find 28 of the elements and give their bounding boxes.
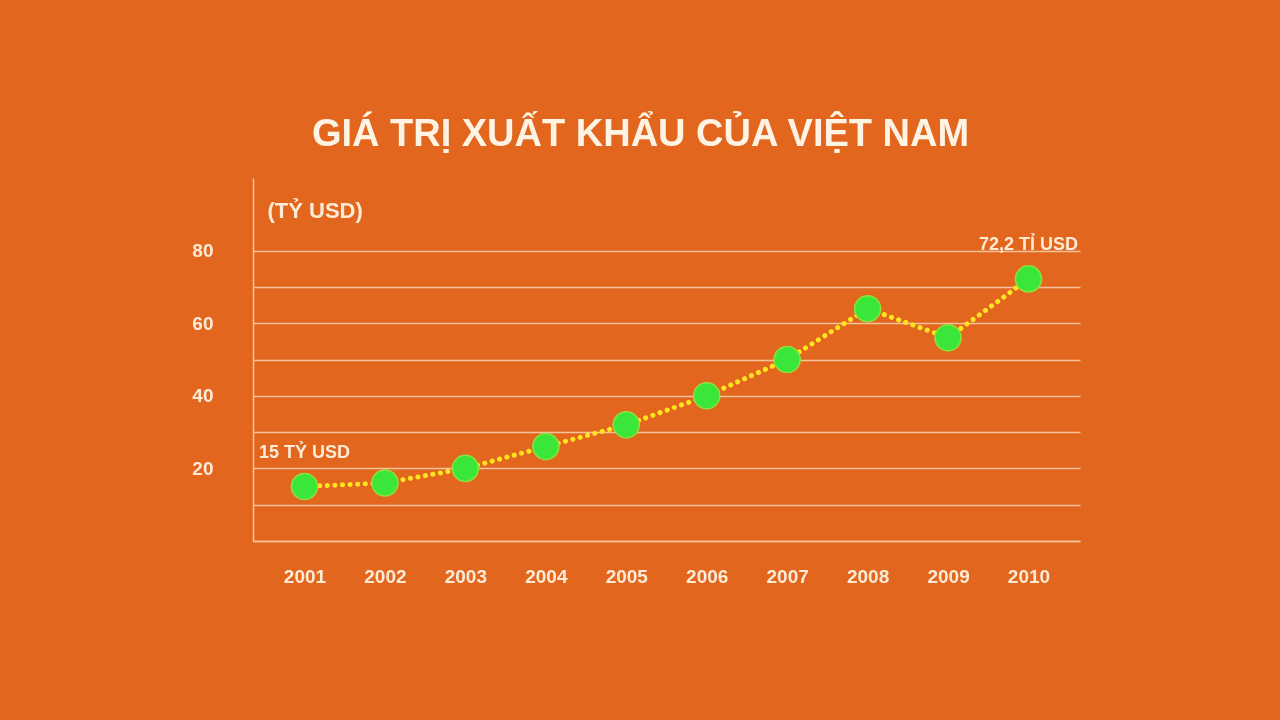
- y-tick-label: 40: [192, 385, 214, 407]
- chart-title: GIÁ TRỊ XUẤT KHẨU CỦA VIỆT NAM: [311, 110, 970, 154]
- x-tick-label: 2001: [283, 565, 327, 587]
- point: [692, 382, 721, 410]
- x-tick-label: 2005: [605, 565, 649, 587]
- point: [773, 345, 801, 374]
- y-tick-label: 80: [192, 240, 214, 262]
- point: [532, 432, 560, 461]
- data-label: 15 TỶ USD: [258, 440, 350, 462]
- point: [451, 454, 480, 483]
- y-tick-label: 20: [192, 457, 214, 479]
- point: [853, 294, 882, 323]
- x-tick-label: 2003: [444, 565, 488, 587]
- x-tick-label: 2002: [364, 565, 407, 587]
- x-tick-label: 2004: [525, 565, 568, 587]
- x-tick-label: 2009: [927, 565, 970, 587]
- y-axis-title: (TỶ USD): [267, 197, 363, 223]
- point: [371, 469, 399, 497]
- y-tick-label: 60: [192, 312, 214, 334]
- x-tick-label: 2008: [846, 565, 890, 587]
- x-tick-label: 2006: [686, 565, 729, 587]
- point: [290, 472, 319, 501]
- x-tick-label: 2010: [1007, 565, 1051, 587]
- point: [1014, 265, 1043, 293]
- point: [612, 411, 641, 439]
- point: [934, 323, 962, 352]
- data-label: 72,2 TỈ USD: [978, 232, 1079, 254]
- x-tick-label: 2007: [766, 565, 809, 587]
